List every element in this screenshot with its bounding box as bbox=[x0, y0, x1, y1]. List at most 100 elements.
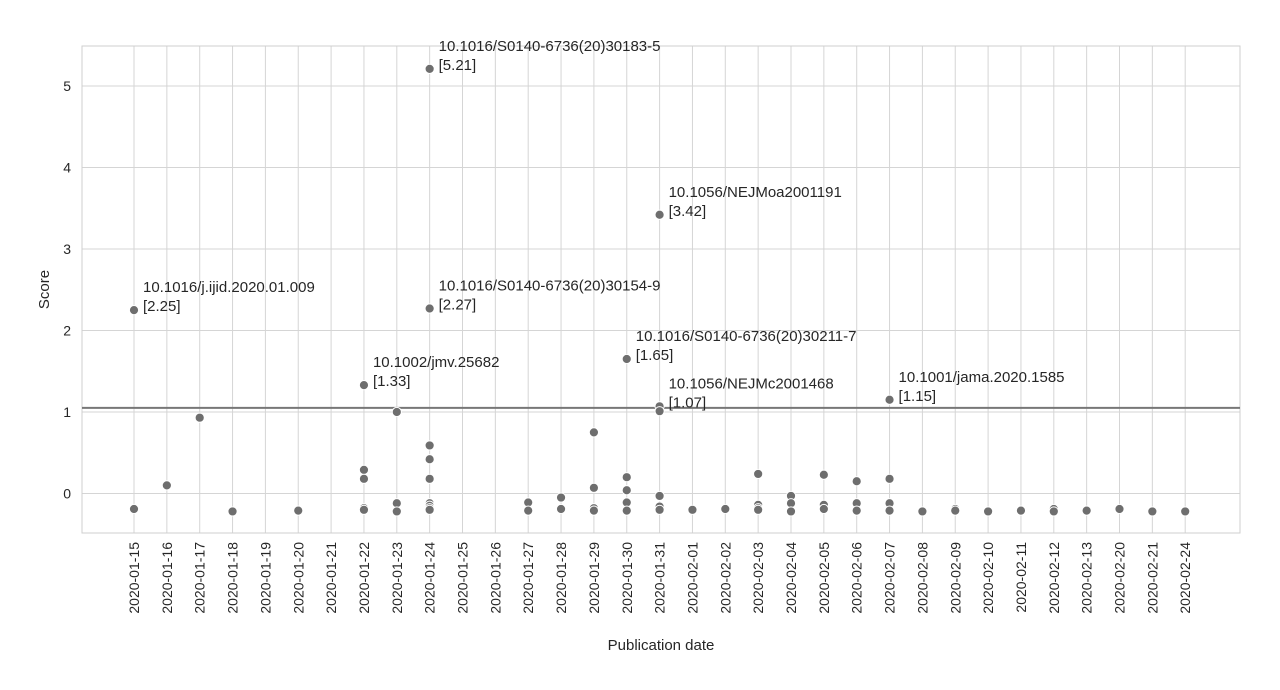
y-axis-label: Score bbox=[36, 270, 53, 309]
data-point bbox=[654, 490, 665, 502]
data-point bbox=[358, 504, 370, 515]
x-tick-label: 2020-02-21 bbox=[1144, 542, 1160, 614]
x-tick-label: 2020-01-31 bbox=[652, 542, 668, 614]
annotation-score: [1.07] bbox=[669, 394, 707, 411]
data-point bbox=[851, 476, 862, 487]
x-tick-label: 2020-02-24 bbox=[1177, 542, 1193, 614]
x-tick-label: 2020-02-09 bbox=[947, 542, 963, 614]
x-tick-label: 2020-02-10 bbox=[980, 542, 996, 614]
x-tick-label: 2020-01-21 bbox=[323, 542, 339, 614]
data-point bbox=[424, 454, 435, 465]
data-point bbox=[227, 506, 238, 517]
data-point bbox=[654, 406, 665, 417]
annotation-score: [5.21] bbox=[439, 57, 477, 74]
data-point bbox=[1147, 506, 1158, 517]
x-axis-label: Publication date bbox=[608, 637, 715, 654]
x-tick-label: 2020-02-11 bbox=[1013, 542, 1029, 613]
y-tick-label: 3 bbox=[63, 241, 71, 257]
y-tick-label: 0 bbox=[63, 486, 71, 502]
x-tick-label: 2020-02-01 bbox=[684, 542, 700, 614]
annotation-doi: 10.1056/NEJMoa2001191 bbox=[669, 184, 842, 201]
data-point bbox=[687, 504, 698, 515]
data-point bbox=[950, 505, 961, 516]
data-point bbox=[884, 394, 895, 405]
annotation-score: [1.33] bbox=[373, 373, 411, 390]
annotation-score: [3.42] bbox=[669, 203, 707, 220]
data-point bbox=[621, 485, 632, 496]
data-point bbox=[588, 505, 600, 516]
y-tick-label: 2 bbox=[63, 323, 71, 339]
annotations: 10.1016/j.ijid.2020.01.009 [2.25] 10.1002/… bbox=[143, 38, 1065, 411]
x-tick-label: 2020-02-06 bbox=[849, 542, 865, 614]
data-points bbox=[128, 63, 1191, 517]
y-tick-label: 1 bbox=[63, 404, 71, 420]
x-tick-label: 2020-01-17 bbox=[192, 542, 208, 614]
annotation-doi: 10.1016/S0140-6736(20)30154-9 bbox=[439, 277, 661, 294]
data-point bbox=[818, 469, 829, 480]
x-tick-label: 2020-02-20 bbox=[1112, 542, 1128, 614]
data-point bbox=[358, 473, 370, 484]
plot-frame bbox=[81, 45, 1241, 534]
data-point bbox=[884, 505, 895, 516]
x-tick-label: 2020-02-02 bbox=[717, 542, 733, 614]
data-point bbox=[753, 504, 764, 515]
data-point bbox=[424, 440, 435, 451]
y-tick-label: 5 bbox=[63, 78, 71, 94]
data-point bbox=[621, 505, 632, 516]
data-point bbox=[654, 504, 665, 515]
data-point bbox=[128, 503, 140, 515]
annotation-doi: 10.1001/jama.2020.1585 bbox=[899, 369, 1065, 386]
x-tick-label: 2020-01-29 bbox=[586, 542, 602, 614]
x-tick-label: 2020-01-19 bbox=[257, 542, 273, 614]
annotation-score: [1.65] bbox=[636, 347, 674, 364]
data-point bbox=[391, 406, 402, 418]
x-tick-label: 2020-01-28 bbox=[553, 542, 569, 614]
x-tick-label: 2020-02-12 bbox=[1046, 542, 1062, 614]
data-point bbox=[161, 480, 172, 491]
x-tick-label: 2020-02-03 bbox=[750, 542, 766, 614]
data-point bbox=[391, 506, 402, 517]
data-point bbox=[621, 472, 632, 483]
data-point bbox=[293, 505, 304, 516]
x-tick-label: 2020-01-16 bbox=[159, 542, 175, 614]
data-point bbox=[753, 468, 764, 480]
x-tick-label: 2020-01-24 bbox=[422, 542, 438, 614]
x-tick-label: 2020-02-08 bbox=[914, 542, 930, 614]
data-point bbox=[555, 503, 567, 515]
data-point bbox=[1081, 505, 1092, 516]
data-point bbox=[917, 506, 928, 517]
data-point bbox=[523, 505, 534, 516]
x-tick-label: 2020-01-25 bbox=[455, 542, 471, 614]
data-point bbox=[555, 492, 567, 503]
data-point bbox=[1015, 505, 1027, 516]
data-point bbox=[424, 473, 435, 484]
data-point bbox=[588, 482, 600, 493]
x-tick-label: 2020-02-07 bbox=[882, 542, 898, 614]
y-tick-labels: 0 1 2 3 4 5 bbox=[63, 78, 71, 502]
x-tick-label: 2020-02-04 bbox=[783, 542, 799, 614]
data-point bbox=[358, 380, 370, 391]
x-tick-label: 2020-01-23 bbox=[389, 542, 405, 614]
data-point bbox=[884, 473, 895, 484]
data-point bbox=[194, 412, 205, 423]
data-point bbox=[785, 506, 797, 517]
data-point bbox=[1114, 503, 1125, 515]
x-tick-label: 2020-01-18 bbox=[225, 542, 241, 614]
data-point bbox=[128, 305, 140, 316]
annotation-doi: 10.1016/j.ijid.2020.01.009 bbox=[143, 279, 315, 296]
x-tick-label: 2020-01-30 bbox=[619, 542, 635, 614]
data-point bbox=[424, 63, 435, 74]
x-tick-label: 2020-02-05 bbox=[816, 542, 832, 614]
x-tick-labels: 2020-01-15 2020-01-16 2020-01-17 2020-01-18… bbox=[126, 542, 1193, 614]
data-point bbox=[818, 503, 829, 515]
annotation-doi: 10.1056/NEJMc2001468 bbox=[669, 375, 834, 392]
annotation-score: [2.25] bbox=[143, 298, 181, 315]
data-point bbox=[621, 353, 632, 365]
annotation-score: [1.15] bbox=[899, 388, 937, 405]
data-point bbox=[424, 504, 435, 515]
x-tick-label: 2020-01-20 bbox=[290, 542, 306, 614]
y-tick-label: 4 bbox=[63, 160, 71, 176]
annotation-doi: 10.1016/S0140-6736(20)30211-7 bbox=[636, 328, 857, 345]
x-tick-label: 2020-01-22 bbox=[356, 542, 372, 614]
x-tick-label: 2020-01-15 bbox=[126, 542, 142, 614]
